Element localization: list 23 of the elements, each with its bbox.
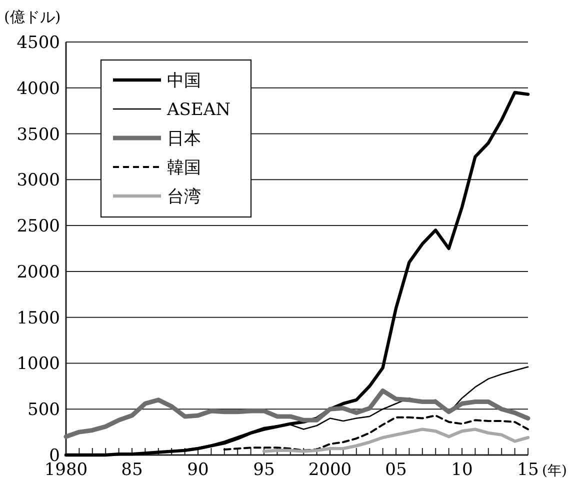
x-tick-label: 10 [451, 460, 473, 478]
y-tick-label: 4500 [16, 33, 60, 53]
x-tick-label: 05 [385, 460, 407, 478]
y-tick-label: 1500 [16, 308, 60, 328]
y-tick-label: 500 [28, 400, 60, 420]
x-tick-label: 95 [253, 460, 275, 478]
y-tick-label: 3000 [16, 170, 60, 191]
x-tick-label: 2000 [308, 460, 352, 478]
x-tick-label: 15 [517, 460, 539, 478]
y-tick-label: 3500 [16, 124, 60, 145]
x-tick-label: 85 [121, 460, 143, 478]
legend-label: 日本 [167, 129, 201, 149]
y-tick-label: 2000 [16, 262, 60, 282]
y-tick-label: 1000 [16, 354, 60, 374]
y-tick-label: 2500 [16, 216, 60, 237]
legend-label: 台湾 [167, 187, 201, 207]
legend-label: ASEAN [166, 100, 231, 120]
legend-label: 韓国 [167, 158, 201, 178]
x-tick-label: 90 [187, 460, 209, 478]
legend-label: 中国 [167, 71, 201, 91]
x-axis-title: (年) [542, 463, 567, 478]
y-tick-label: 4000 [16, 78, 60, 99]
y-axis-title: (億ドル) [4, 8, 61, 26]
